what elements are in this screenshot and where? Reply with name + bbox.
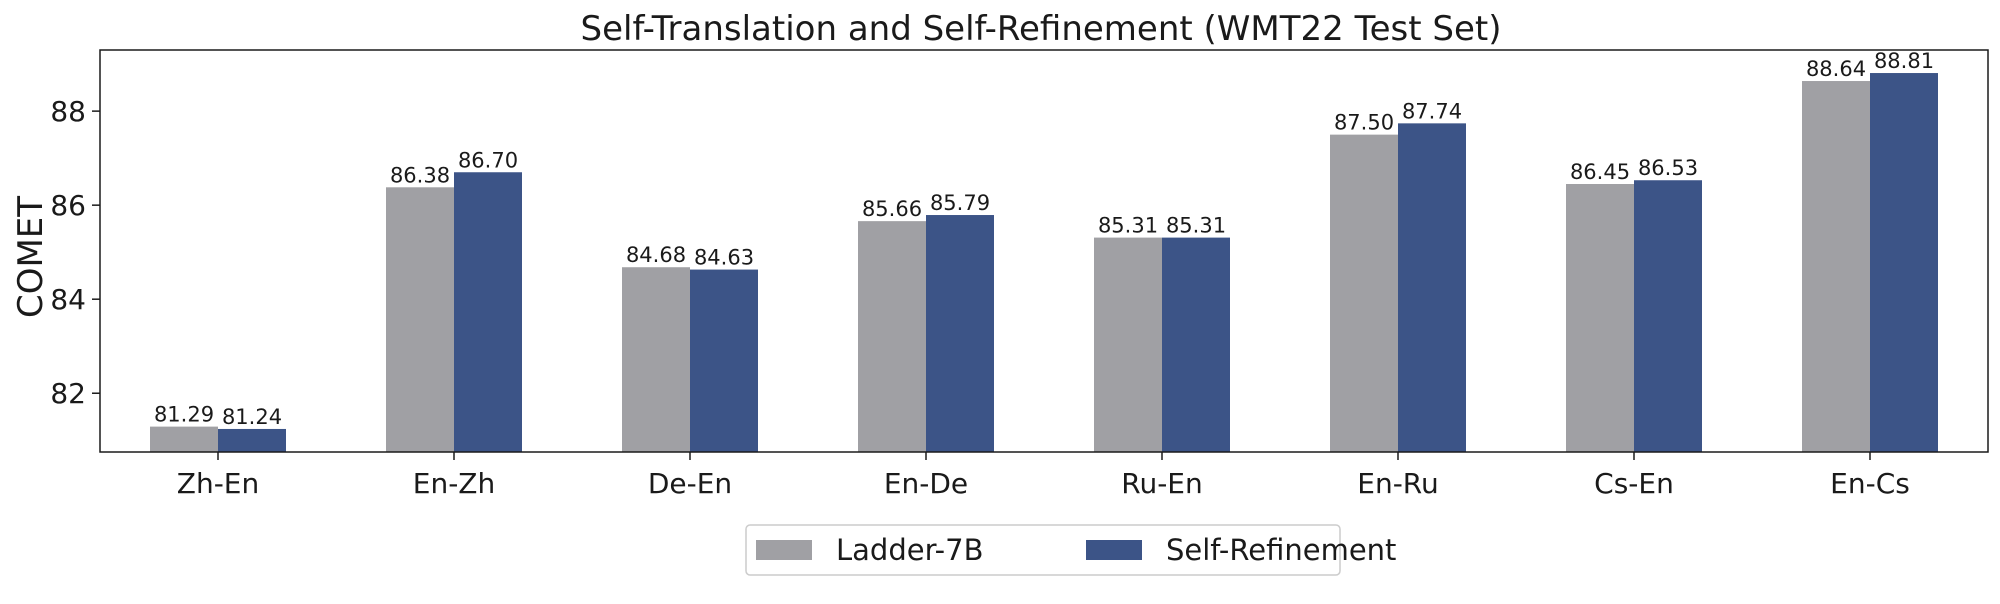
bar-ladder-7b-en-cs <box>1802 81 1870 452</box>
bar-self-refinement-zh-en <box>218 428 286 452</box>
x-tick-label: Ru-En <box>1121 467 1202 500</box>
bar-self-refinement-en-ru <box>1398 123 1466 452</box>
data-label: 87.74 <box>1402 99 1462 123</box>
bar-ladder-7b-zh-en <box>150 426 218 452</box>
data-label: 84.68 <box>626 243 686 267</box>
legend-label: Ladder-7B <box>836 533 983 567</box>
bar-ladder-7b-en-de <box>858 221 926 452</box>
legend: Ladder-7B Self-Refinement <box>745 524 1396 576</box>
legend-label: Self-Refinement <box>1166 533 1396 567</box>
bar-ladder-7b-de-en <box>622 267 690 452</box>
bar-self-refinement-cs-en <box>1634 180 1702 453</box>
bar-self-refinement-de-en <box>690 269 758 452</box>
bar-self-refinement-ru-en <box>1162 237 1230 452</box>
y-tick-label: 84 <box>50 283 86 316</box>
bar-self-refinement-en-de <box>926 215 994 452</box>
legend-swatch <box>1086 540 1142 560</box>
data-label: 81.24 <box>222 405 282 429</box>
legend-swatch <box>756 540 812 560</box>
data-label: 86.70 <box>458 148 518 172</box>
legend-box <box>745 524 1341 576</box>
data-label: 86.38 <box>390 163 450 187</box>
bar-ladder-7b-en-zh <box>386 187 454 453</box>
x-tick-label: En-Cs <box>1830 467 1910 500</box>
x-tick-label: En-Ru <box>1357 467 1438 500</box>
y-tick-label: 88 <box>50 95 86 128</box>
data-label: 86.53 <box>1638 156 1698 180</box>
data-label: 87.50 <box>1334 111 1394 135</box>
y-axis-label: COMET <box>11 196 51 318</box>
y-tick-label: 86 <box>50 189 86 222</box>
bar-self-refinement-en-zh <box>454 172 522 452</box>
y-tick-label: 82 <box>50 377 86 410</box>
data-label: 81.29 <box>154 403 214 427</box>
data-label: 85.66 <box>862 197 922 221</box>
chart-title: Self-Translation and Self-Refinement (WM… <box>581 9 1502 49</box>
data-label: 88.81 <box>1874 49 1934 73</box>
data-label: 88.64 <box>1806 57 1866 81</box>
bars-layer <box>150 73 1938 453</box>
data-label: 85.79 <box>930 191 990 215</box>
data-label: 84.63 <box>694 246 754 270</box>
bar-ladder-7b-en-ru <box>1330 134 1398 452</box>
x-tick-label: Cs-En <box>1594 467 1674 500</box>
x-tick-label: En-Zh <box>413 467 495 500</box>
data-label: 85.31 <box>1098 214 1158 238</box>
data-labels-layer: 81.29 81.24 86.38 86.70 84.68 84.63 85.66 85.79… <box>154 49 1934 429</box>
x-tick-label: Zh-En <box>177 467 259 500</box>
x-tick-label: De-En <box>648 467 732 500</box>
plot-frame <box>99 49 1989 453</box>
data-label: 85.31 <box>1166 214 1226 238</box>
axes-layer: Zh-En En-Zh De-En En-De Ru-En En-Ru Cs-En En-Cs… <box>50 49 1989 500</box>
bar-ladder-7b-cs-en <box>1566 184 1634 452</box>
data-label: 86.45 <box>1570 160 1630 184</box>
bar-ladder-7b-ru-en <box>1094 237 1162 452</box>
bar-self-refinement-en-cs <box>1870 73 1938 452</box>
x-tick-label: En-De <box>884 467 968 500</box>
